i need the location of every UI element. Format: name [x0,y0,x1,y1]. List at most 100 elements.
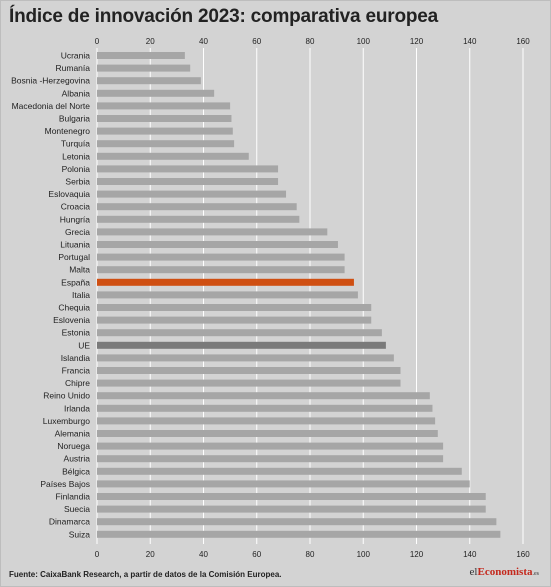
bar [97,518,497,526]
category-label: Polonia [62,164,91,174]
category-label: Bulgaria [59,114,90,124]
category-label: Alemania [55,429,91,439]
x-tick-label-bottom: 0 [95,550,100,559]
category-label: Países Bajos [40,479,90,489]
category-label: Serbia [65,177,90,187]
bar [97,115,232,122]
bar [97,304,372,311]
bar [97,530,501,538]
bar [97,178,279,185]
x-tick-label-top: 60 [252,37,261,46]
category-label: Estonia [62,328,91,338]
x-tick-label-bottom: 160 [516,550,530,559]
logo-prefix: el [469,566,478,578]
bar [97,291,358,299]
bar [97,228,328,236]
bar [97,354,394,362]
bar [97,102,231,110]
bar [97,367,401,374]
category-label: Grecia [65,227,90,237]
category-label: Eslovenia [53,315,90,325]
category-label: Bosnia -Herzegovina [11,76,90,86]
bar [97,430,438,437]
bar [97,64,191,72]
category-label: UE [78,340,90,350]
category-label: Chipre [65,378,90,388]
category-label: Turquía [61,139,90,149]
category-label: Ucrania [61,51,91,61]
bar [97,266,345,274]
bar [97,404,433,412]
x-tick-label-bottom: 100 [357,550,371,559]
category-label: Irlanda [64,403,90,413]
category-label: Rumanía [56,63,91,73]
bar [97,379,401,387]
bar [97,505,486,513]
bar [97,329,382,337]
publisher-logo: elEconomista.es [470,566,539,578]
bar [97,203,297,211]
category-label: España [61,277,90,287]
category-label: Francia [62,366,91,376]
category-label: Luxemburgo [43,416,91,426]
bar [97,140,235,148]
bar [97,52,185,59]
category-label: Letonia [62,151,90,161]
category-label: Bélgica [62,466,90,476]
x-tick-label-top: 100 [357,37,371,46]
chart-title: Índice de innovación 2023: comparativa e… [9,6,439,27]
category-label: Lituania [60,240,90,250]
category-label: Dinamarca [49,517,90,527]
category-label: Austria [64,454,91,464]
bar [97,455,444,463]
bar [97,316,372,324]
category-label: Macedonia del Norte [12,101,91,111]
x-tick-label-bottom: 60 [252,550,261,559]
logo-suffix: .es [532,571,540,577]
x-tick-label-top: 20 [146,37,155,46]
bar-spain [97,278,354,286]
source-note: Fuente: CaixaBank Research, a partir de … [9,570,282,579]
category-label: Chequia [58,303,90,313]
category-label: Suecia [64,504,90,514]
category-label: Malta [69,265,90,275]
bar [97,152,249,160]
category-label: Reino Unido [43,391,90,401]
bar [97,480,470,488]
bar [97,127,233,135]
x-tick-label-bottom: 20 [146,550,155,559]
bar [97,442,444,450]
category-label: Noruega [57,441,90,451]
bar [97,493,486,500]
bar [97,190,287,198]
x-tick-label-bottom: 140 [463,550,477,559]
logo-brand: Economista [477,566,533,578]
x-tick-label-top: 160 [516,37,530,46]
category-label: Islandia [61,353,91,363]
x-tick-label-top: 40 [199,37,208,46]
bar [97,253,345,261]
x-tick-label-top: 140 [463,37,477,46]
bar [97,165,279,173]
bar [97,417,436,425]
bar [97,241,338,248]
category-label: Suiza [69,529,91,539]
category-label: Portugal [58,252,90,262]
x-tick-label-top: 0 [95,37,100,46]
x-tick-label-bottom: 120 [410,550,424,559]
bar [97,467,462,475]
x-tick-label-bottom: 40 [199,550,208,559]
x-tick-label-top: 120 [410,37,424,46]
category-label: Montenegro [45,126,91,136]
category-label: Croacia [61,202,91,212]
bar [97,77,201,85]
category-label: Eslovaquia [48,189,90,199]
category-label: Albania [62,88,91,98]
bar [97,215,300,223]
category-label: Hungría [60,214,91,224]
x-tick-label-bottom: 80 [306,550,315,559]
category-label: Finlandia [56,492,91,502]
bar-eu [97,341,386,349]
bar [97,89,215,97]
